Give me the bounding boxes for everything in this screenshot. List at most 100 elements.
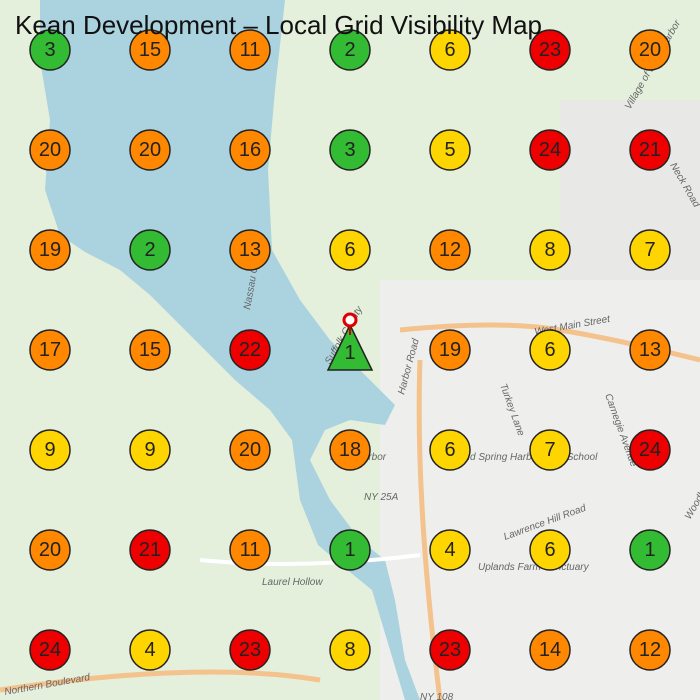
rank-label: 8 [344,639,355,661]
rank-marker [329,429,371,471]
grid-cell: 9 [129,429,171,471]
grid-cell: 15 [129,29,171,71]
rank-marker [429,129,471,171]
grid-cell: 18 [329,429,371,471]
grid-cell: 7 [629,229,671,271]
grid-cell: 6 [429,29,471,71]
rank-marker [129,29,171,71]
map-label: Cold Spring Harbor High School [455,452,598,463]
rank-label: 5 [444,139,455,161]
rank-marker [429,229,471,271]
grid-cell: 12 [429,229,471,271]
rank-label: 18 [339,439,361,461]
rank-label: 13 [639,339,661,361]
grid-cell: 7 [529,429,571,471]
rank-marker [529,129,571,171]
rank-marker [229,529,271,571]
grid-cell: 6 [529,529,571,571]
rank-marker [329,629,371,671]
rank-label: 7 [544,439,555,461]
rank-label: 8 [544,239,555,261]
grid-cell: 1 [629,529,671,571]
grid-cell: 14 [529,629,571,671]
rank-marker [129,629,171,671]
grid-cell: 6 [329,229,371,271]
rank-label: 11 [240,539,261,561]
rank-label: 3 [44,39,55,61]
rank-marker [529,429,571,471]
grid-cell: 17 [29,329,71,371]
grid-cell: 20 [129,129,171,171]
rank-label: 4 [444,539,455,561]
rank-marker [29,229,71,271]
grid-cell: 2 [129,229,171,271]
grid-cell: 23 [529,29,571,71]
rank-label: 13 [239,239,261,261]
rank-marker [229,29,271,71]
map-label: NY 108 [420,692,454,700]
rank-marker [629,229,671,271]
rank-label: 6 [344,239,355,261]
grid-cell: 24 [29,629,71,671]
rank-marker [629,429,671,471]
grid-cell: 20 [29,529,71,571]
rank-marker [629,529,671,571]
rank-label: 12 [439,239,461,261]
grid-cell: 1 [329,529,371,571]
road [0,669,321,693]
rank-label: 17 [39,339,61,361]
rank-label: 14 [539,639,561,661]
rank-marker [429,329,471,371]
rank-marker [129,229,171,271]
rank-label: 1 [344,342,355,364]
rank-marker [529,629,571,671]
rank-marker [629,329,671,371]
rank-label: 11 [240,39,261,61]
grid-cell: 11 [229,29,271,71]
rank-label: 21 [139,539,161,561]
rank-marker [329,29,371,71]
rank-label: 23 [439,639,461,661]
rank-marker [229,229,271,271]
grid-cell: 23 [229,629,271,671]
rank-marker [29,529,71,571]
grid-cell: 20 [229,429,271,471]
rank-label: 20 [639,39,661,61]
rank-marker [429,529,471,571]
grid-cell: 3 [329,129,371,171]
grid-cell: 16 [229,129,271,171]
map-label: Laurel Hollow [262,577,323,588]
rank-label: 6 [544,539,555,561]
rank-label: 4 [144,639,155,661]
grid-cell: 6 [529,329,571,371]
rank-marker [129,529,171,571]
rank-marker [529,329,571,371]
center-marker [326,323,374,371]
rank-marker [529,229,571,271]
map-label: Uplands Farm Sanctuary [478,562,590,573]
grid-cell: 8 [329,629,371,671]
rank-label: 3 [344,139,355,161]
rank-marker [329,229,371,271]
rank-marker [229,429,271,471]
grid-cell: 20 [29,129,71,171]
rank-label: 19 [39,239,61,261]
rank-marker [29,429,71,471]
rank-marker [129,129,171,171]
road [199,553,421,566]
grid-cell: 21 [629,129,671,171]
rank-label: 15 [139,339,161,361]
rank-label: 21 [639,139,661,161]
rank-marker [229,629,271,671]
rank-label: 12 [639,639,661,661]
rank-label: 24 [639,439,661,461]
rank-label: 20 [239,439,261,461]
grid-cell: 2 [329,29,371,71]
rank-label: 6 [444,439,455,461]
grid-cell: 13 [629,329,671,371]
rank-label: 23 [239,639,261,661]
grid-cell: 22 [229,329,271,371]
grid-cell: 19 [29,229,71,271]
